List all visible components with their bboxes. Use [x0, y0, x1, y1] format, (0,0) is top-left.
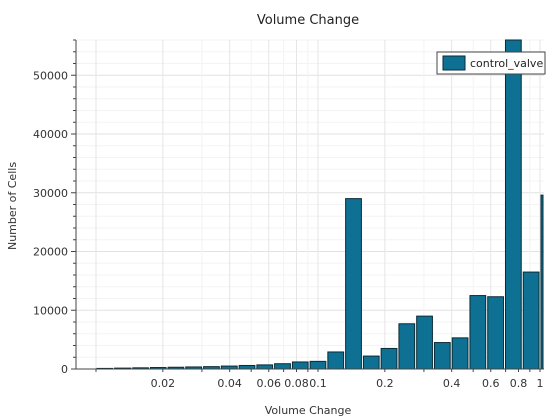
grid — [76, 39, 544, 370]
bar[interactable] — [274, 363, 291, 370]
chart-title: Volume Change — [257, 13, 359, 28]
bars — [96, 39, 544, 370]
legend-swatch — [442, 55, 466, 71]
x-axis-title: Volume Change — [265, 404, 352, 417]
x-tick-label: 0.8 — [510, 377, 528, 390]
bar[interactable] — [522, 271, 540, 370]
x-tick-label: 0.04 — [217, 377, 242, 390]
bar[interactable] — [504, 39, 522, 370]
x-tick-label: 1 — [537, 377, 544, 390]
y-tick-label: 10000 — [33, 304, 68, 317]
x-tick-label: 0.4 — [443, 377, 461, 390]
x-tick-label: 0.08 — [284, 377, 309, 390]
x-tick-label: 0.6 — [482, 377, 500, 390]
y-axis-title: Number of Cells — [6, 162, 19, 250]
bar[interactable] — [469, 295, 487, 370]
y-tick-label: 0 — [61, 363, 68, 376]
bar[interactable] — [416, 315, 433, 370]
x-tick-label: 0.2 — [376, 377, 394, 390]
bar[interactable] — [345, 198, 362, 370]
bar[interactable] — [327, 351, 345, 370]
bar[interactable] — [291, 361, 309, 370]
x-tick-label: 0.02 — [151, 377, 176, 390]
bar[interactable] — [451, 337, 469, 370]
bar[interactable] — [309, 360, 327, 370]
bar[interactable] — [487, 296, 504, 370]
legend[interactable]: control_valve — [436, 51, 546, 75]
bar[interactable] — [256, 364, 274, 370]
legend-label: control_valve — [470, 57, 543, 70]
x-tick-label: 0.1 — [309, 377, 327, 390]
bar[interactable] — [380, 347, 398, 370]
y-tick-label: 50000 — [33, 69, 68, 82]
bar[interactable] — [362, 355, 380, 370]
y-tick-label: 20000 — [33, 246, 68, 259]
bar[interactable] — [540, 194, 544, 370]
y-tick-label: 40000 — [33, 128, 68, 141]
x-tick-label: 0.06 — [256, 377, 281, 390]
bar[interactable] — [433, 342, 451, 370]
bar[interactable] — [238, 364, 256, 370]
bar[interactable] — [398, 323, 416, 370]
y-tick-label: 30000 — [33, 187, 68, 200]
